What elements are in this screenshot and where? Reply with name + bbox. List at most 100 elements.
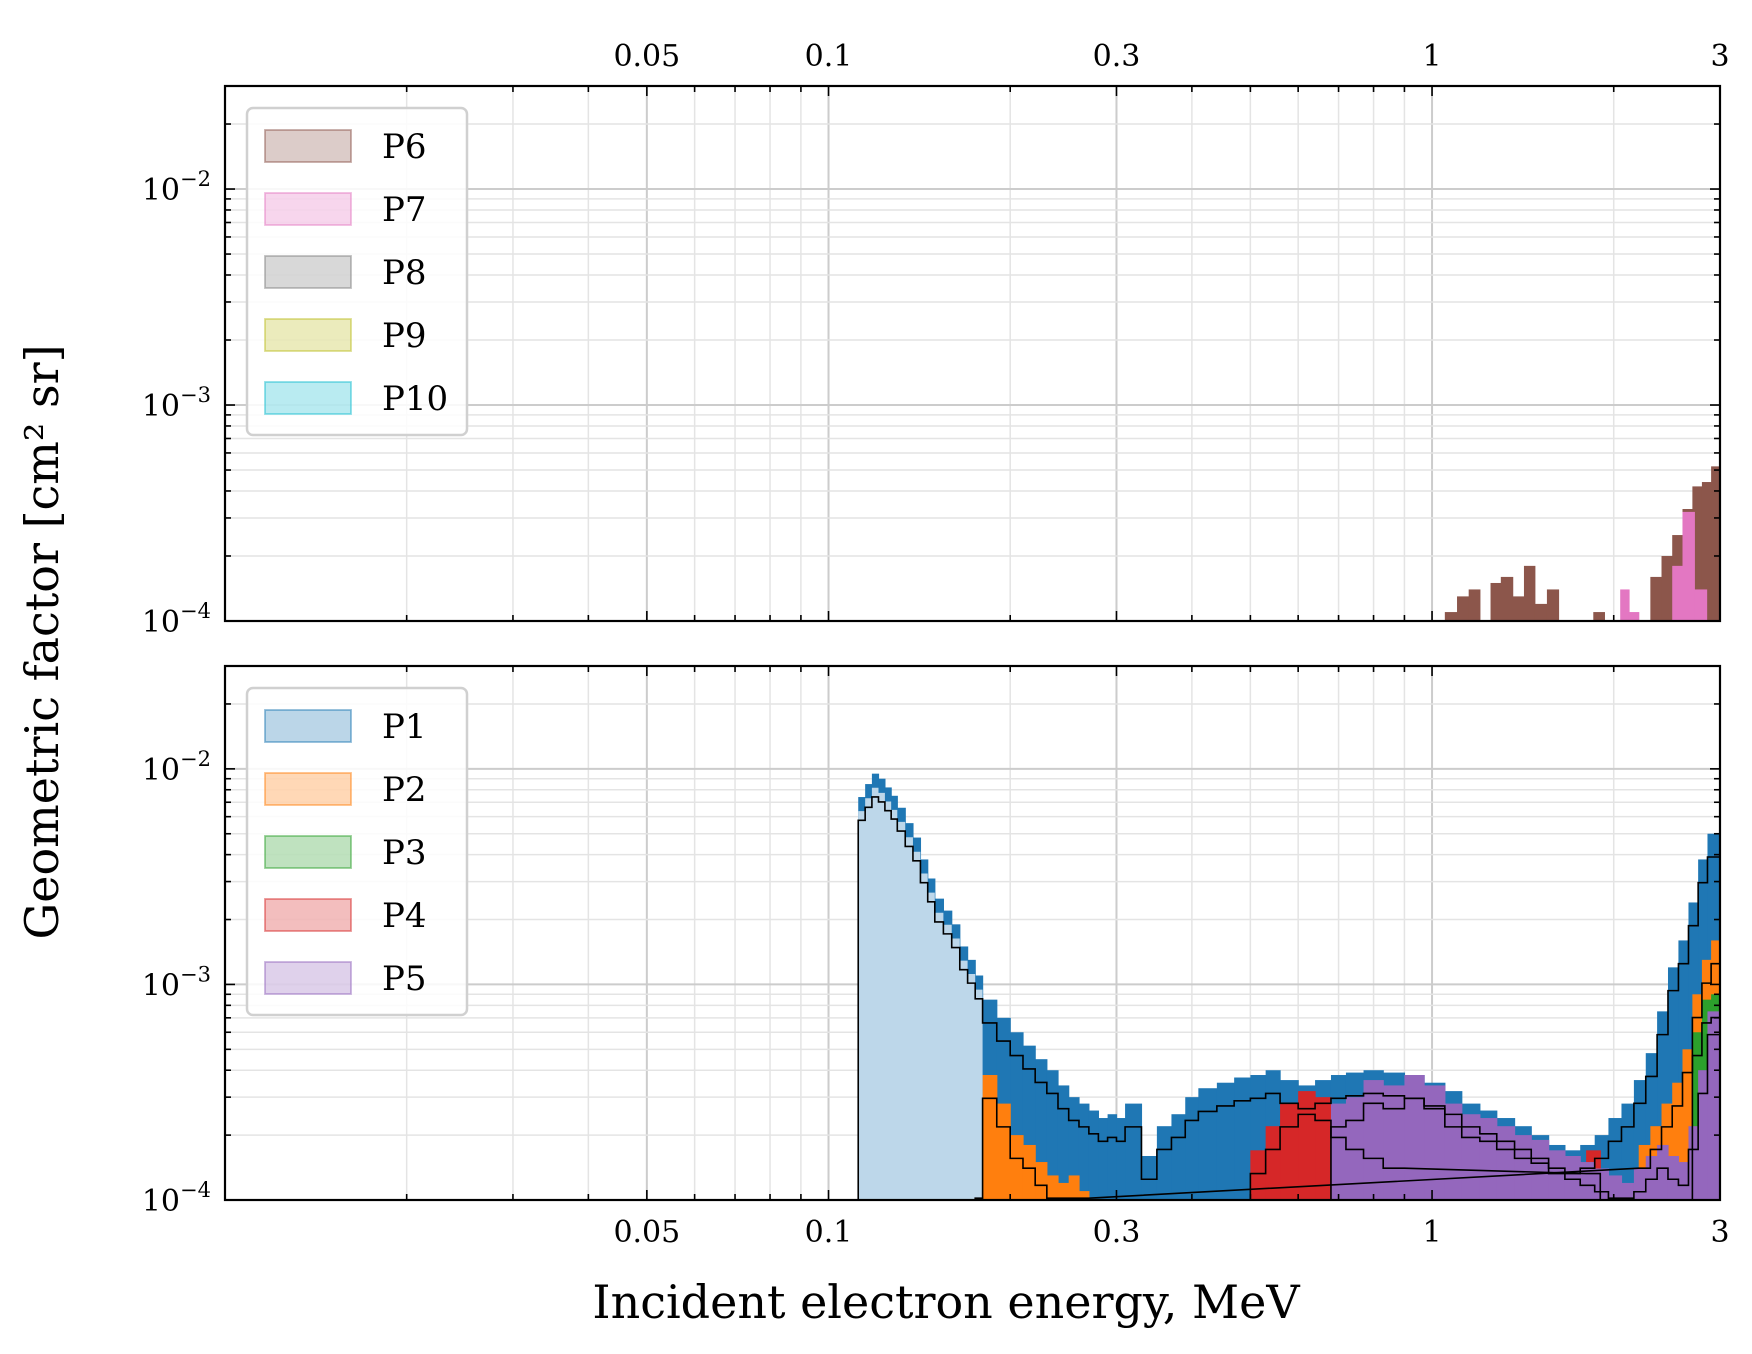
bar-p5 <box>1698 1070 1709 1200</box>
y-tick-label: 10−3 <box>142 383 211 424</box>
legend-swatch-p6 <box>264 129 352 163</box>
y-tick-label: 10−3 <box>142 962 211 1003</box>
bar-p5 <box>1330 1103 1347 1200</box>
x-tick-label: 0.1 <box>805 39 853 74</box>
bar-p2 <box>1035 1162 1048 1200</box>
y-tick-label: 10−2 <box>142 747 211 788</box>
legend-top: P6 P7 P8 P9 P10 <box>245 106 469 437</box>
bar-p4 <box>1280 1103 1299 1200</box>
legend-box <box>245 686 469 1017</box>
bar-p5 <box>1667 1155 1680 1200</box>
bar-p6 <box>1546 589 1560 621</box>
outline-p2 <box>974 962 1720 1200</box>
legend-label-p6: P6 <box>382 127 427 167</box>
bar-p2 <box>1057 1182 1070 1200</box>
bar-p6 <box>1444 612 1458 621</box>
bar-p7 <box>1628 612 1640 621</box>
bar-p6 <box>1500 576 1514 621</box>
bar-p1 <box>1098 1118 1109 1200</box>
legend-bottom: P1 P2 P3 P4 P5 <box>245 686 469 1017</box>
legend-label-p4: P4 <box>382 896 427 936</box>
bar-p5 <box>1383 1085 1406 1200</box>
bar-p2 <box>1046 1175 1059 1200</box>
bottom-panel: 0.05 0.1 0.3 1 3 10−4 10−3 10−2 P1 P2 P3 P4 P5 <box>142 664 1730 1250</box>
bar-p4 <box>1265 1126 1281 1200</box>
bar-p1 <box>1068 1097 1080 1200</box>
bars-top <box>1444 466 1720 621</box>
legend-label-p8: P8 <box>382 253 427 293</box>
y-axis-label: Geometric factor [cm² sr] <box>15 344 69 939</box>
bar-p1 <box>1046 1070 1059 1200</box>
bar-p1 <box>1125 1103 1143 1200</box>
bar-p5 <box>1633 1168 1647 1200</box>
legend-label-p3: P3 <box>382 833 427 873</box>
legend-swatch-p5 <box>264 961 352 995</box>
bar-p2 <box>1010 1135 1024 1200</box>
legend-swatch-p7 <box>264 192 352 226</box>
bar-p2 <box>1068 1175 1080 1200</box>
bar-p1 <box>1078 1103 1090 1200</box>
bar-p4 <box>1315 1097 1332 1200</box>
plot-frame <box>223 664 1722 1202</box>
bar-p5 <box>1608 1175 1623 1200</box>
legend-swatch-p10 <box>264 381 352 415</box>
x-tick-label: 0.3 <box>1093 39 1141 74</box>
bar-p7 <box>1672 565 1684 621</box>
bar-p2 <box>996 1103 1011 1200</box>
bar-p2 <box>1022 1144 1036 1200</box>
bar-p5 <box>1479 1118 1498 1200</box>
x-tick-label: 3 <box>1710 1215 1729 1250</box>
grid-top <box>225 86 1720 621</box>
legend-swatch-p8 <box>264 255 352 289</box>
bar-p5 <box>1363 1080 1384 1200</box>
bar-p6 <box>1523 565 1536 621</box>
series-p7 <box>1620 511 1708 621</box>
x-tick-label: 0.3 <box>1093 1215 1141 1250</box>
bar-p7 <box>1694 589 1708 621</box>
bar-p5 <box>1678 1162 1690 1200</box>
y-tick-label: 10−4 <box>142 599 211 640</box>
bar-p6 <box>1512 596 1525 621</box>
bar-p5 <box>1514 1135 1532 1200</box>
bar-p4 <box>1250 1150 1267 1200</box>
outline-p1 <box>857 796 1720 1200</box>
bar-p6 <box>1692 486 1703 621</box>
bar-p1 <box>1621 1103 1635 1200</box>
y-tick-label: 10−4 <box>142 1178 211 1219</box>
bar-p6 <box>1593 612 1605 621</box>
bar-p5 <box>1548 1150 1566 1200</box>
outline-p5 <box>1330 1033 1720 1200</box>
legend-swatch-p4 <box>264 898 352 932</box>
bar-p6 <box>1650 576 1663 621</box>
x-tick-label: 3 <box>1710 39 1729 74</box>
legend-label-p9: P9 <box>382 316 427 356</box>
bar-p5 <box>1688 1126 1699 1200</box>
bar-p6 <box>1534 603 1548 621</box>
bar-p5 <box>1461 1114 1481 1200</box>
x-axis-label: Incident electron energy, MeV <box>592 1275 1300 1329</box>
bar-p1 <box>1116 1118 1126 1200</box>
bar-p1 <box>1234 1077 1251 1200</box>
bar-p6 <box>1711 466 1720 621</box>
legend-label-p7: P7 <box>382 190 427 230</box>
bar-p5 <box>1496 1126 1516 1200</box>
bar-p1 <box>1156 1126 1173 1200</box>
y-tick-label: 10−2 <box>142 167 211 208</box>
bar-p1 <box>1171 1114 1186 1200</box>
bar-p5 <box>1564 1155 1581 1200</box>
bar-p5 <box>1621 1182 1635 1200</box>
bar-p6 <box>1457 596 1470 621</box>
bar-p2 <box>982 1075 998 1200</box>
plot-frame <box>223 84 1722 623</box>
bar-p5 <box>1645 1155 1658 1200</box>
bar-p5 <box>1531 1139 1550 1200</box>
bar-p6 <box>1701 482 1712 621</box>
bar-p7 <box>1620 589 1630 621</box>
bar-p1 <box>1198 1088 1218 1200</box>
x-tick-label: 0.1 <box>805 1215 853 1250</box>
ticks-top <box>225 85 1721 622</box>
bar-p5 <box>1424 1085 1446 1200</box>
bar-p1 <box>1185 1097 1199 1200</box>
x-tick-label: 0.05 <box>613 1215 680 1250</box>
